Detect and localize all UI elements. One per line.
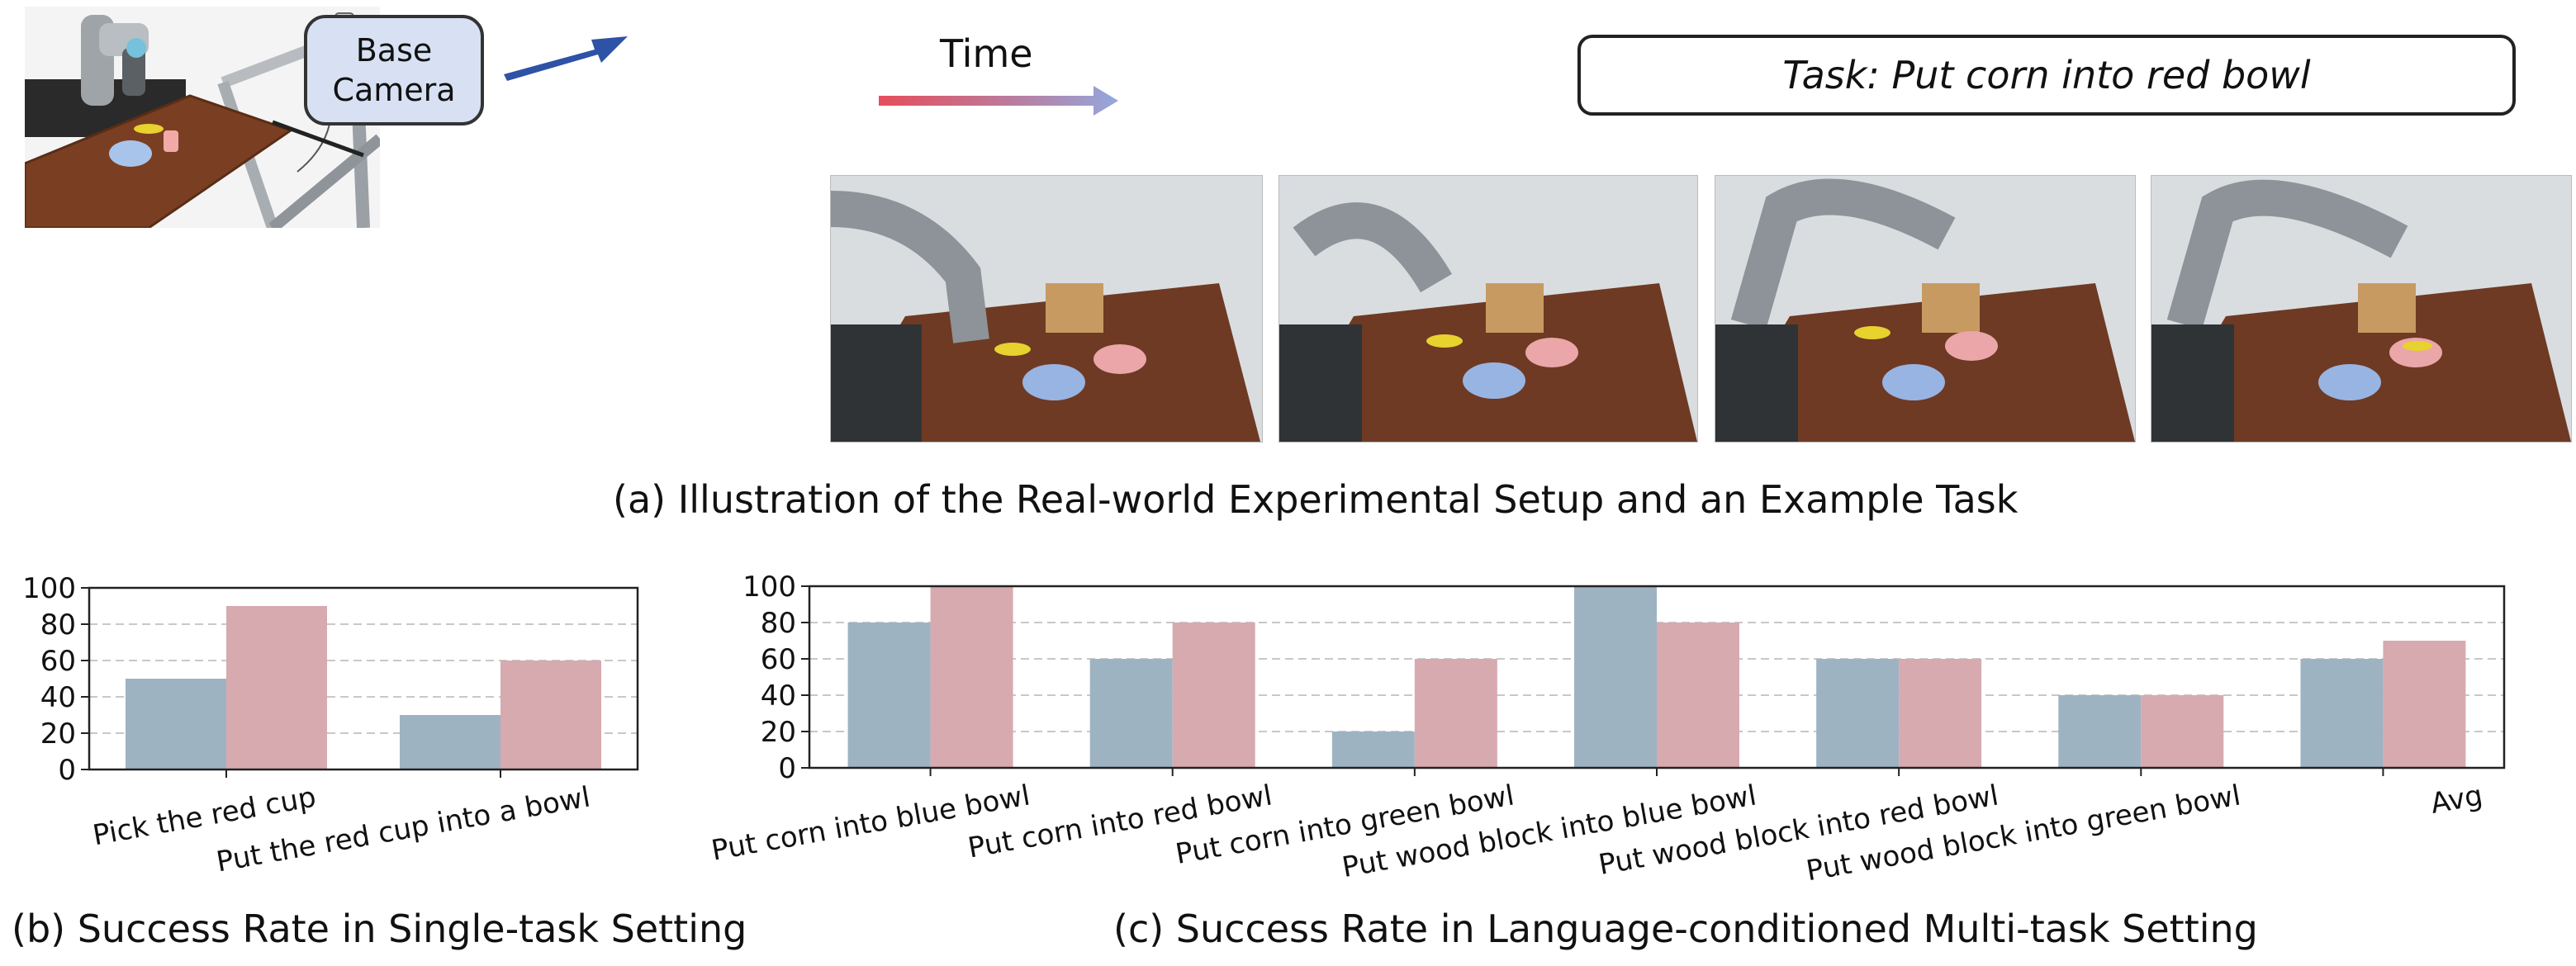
frame-4 xyxy=(2151,175,2572,443)
bar xyxy=(1657,623,1739,768)
y-tick-label: 100 xyxy=(742,571,796,604)
bar xyxy=(500,661,601,769)
caption-a: (a) Illustration of the Real-world Exper… xyxy=(613,477,2019,522)
bar xyxy=(1331,732,1415,768)
x-tick-label: Put wood block into red bowl xyxy=(1596,779,2001,882)
bar xyxy=(1574,586,1657,768)
y-tick-label: 0 xyxy=(58,754,76,787)
bar xyxy=(1172,623,1255,768)
plot-frame xyxy=(808,585,2506,769)
frame-3-scene xyxy=(1715,176,2135,442)
bar xyxy=(400,715,500,769)
bar xyxy=(2383,641,2466,768)
frame-2 xyxy=(1279,175,1698,443)
y-tick-label: 20 xyxy=(761,716,796,749)
base-camera-label: Base Camera xyxy=(304,15,484,125)
bar xyxy=(2141,695,2224,768)
bar xyxy=(2058,695,2142,768)
bar xyxy=(126,679,226,769)
y-tick-label: 60 xyxy=(761,643,796,676)
bar xyxy=(1089,659,1173,768)
y-tick-label: 0 xyxy=(778,752,796,785)
caption-b: (b) Success Rate in Single-task Setting xyxy=(12,907,747,951)
y-tick-label: 40 xyxy=(40,681,76,714)
arrow-shape xyxy=(504,36,628,81)
plot-frame xyxy=(88,586,639,771)
frame-2-scene xyxy=(1279,176,1697,442)
bar xyxy=(1414,659,1497,768)
time-label: Time xyxy=(940,31,1033,76)
task-box: Task: Put corn into red bowl xyxy=(1577,35,2516,116)
caption-c: (c) Success Rate in Language-conditioned… xyxy=(1113,907,2258,951)
frame-3 xyxy=(1715,175,2136,443)
y-tick-label: 80 xyxy=(761,607,796,640)
frame-1-scene xyxy=(831,176,1262,442)
camera-pointer-arrow-icon xyxy=(504,36,628,81)
frame-1 xyxy=(830,175,1263,443)
bar xyxy=(226,606,327,769)
camera-label-line1: Base xyxy=(355,32,433,69)
bar xyxy=(2300,659,2384,768)
time-arrow-shape xyxy=(879,86,1118,116)
y-tick-label: 100 xyxy=(22,572,76,605)
bar xyxy=(1899,659,1982,768)
time-arrow-icon xyxy=(879,86,1118,116)
frame-4-scene xyxy=(2151,176,2571,442)
bar xyxy=(930,586,1013,768)
y-tick-label: 40 xyxy=(761,680,796,713)
x-tick-label: Avg xyxy=(2428,779,2485,820)
bar xyxy=(1816,659,1900,768)
bar xyxy=(847,623,931,768)
y-tick-label: 80 xyxy=(40,608,76,642)
y-tick-label: 60 xyxy=(40,645,76,678)
y-tick-label: 20 xyxy=(40,717,76,751)
camera-label-line2: Camera xyxy=(332,72,456,108)
